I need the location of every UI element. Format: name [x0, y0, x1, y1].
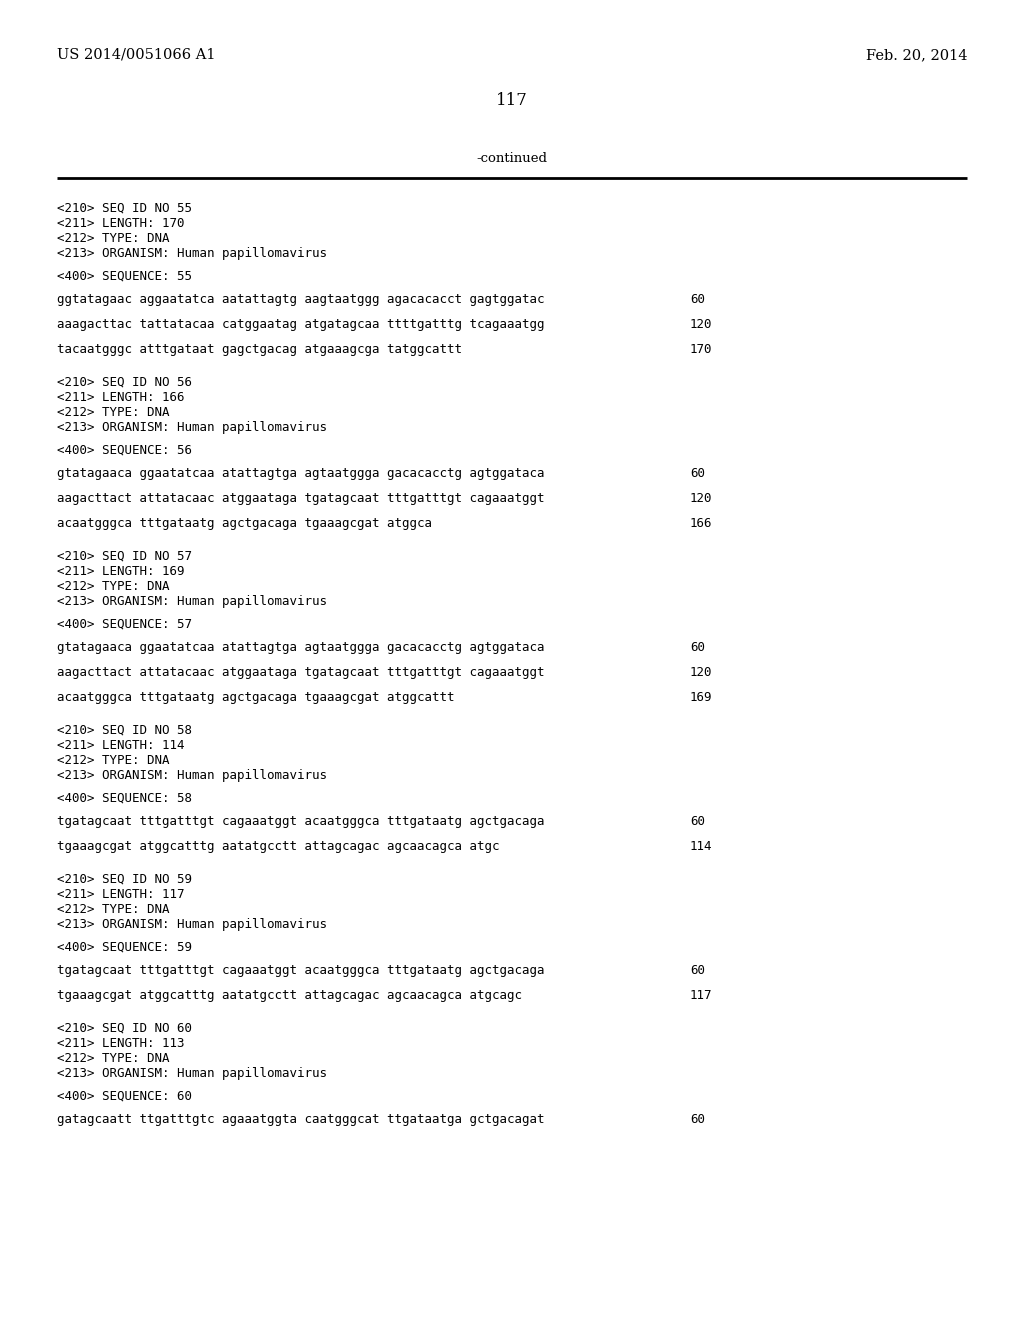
Text: US 2014/0051066 A1: US 2014/0051066 A1 — [57, 48, 215, 62]
Text: <212> TYPE: DNA: <212> TYPE: DNA — [57, 579, 170, 593]
Text: <400> SEQUENCE: 57: <400> SEQUENCE: 57 — [57, 618, 193, 631]
Text: <400> SEQUENCE: 59: <400> SEQUENCE: 59 — [57, 941, 193, 954]
Text: <212> TYPE: DNA: <212> TYPE: DNA — [57, 232, 170, 246]
Text: <211> LENGTH: 114: <211> LENGTH: 114 — [57, 739, 184, 752]
Text: <211> LENGTH: 170: <211> LENGTH: 170 — [57, 216, 184, 230]
Text: <400> SEQUENCE: 58: <400> SEQUENCE: 58 — [57, 792, 193, 805]
Text: <400> SEQUENCE: 55: <400> SEQUENCE: 55 — [57, 271, 193, 282]
Text: 170: 170 — [690, 343, 713, 356]
Text: 117: 117 — [690, 989, 713, 1002]
Text: <212> TYPE: DNA: <212> TYPE: DNA — [57, 903, 170, 916]
Text: 60: 60 — [690, 293, 705, 306]
Text: tgaaagcgat atggcatttg aatatgcctt attagcagac agcaacagca atgcagc: tgaaagcgat atggcatttg aatatgcctt attagca… — [57, 989, 522, 1002]
Text: <400> SEQUENCE: 56: <400> SEQUENCE: 56 — [57, 444, 193, 457]
Text: 169: 169 — [690, 690, 713, 704]
Text: <213> ORGANISM: Human papillomavirus: <213> ORGANISM: Human papillomavirus — [57, 247, 327, 260]
Text: gtatagaaca ggaatatcaa atattagtga agtaatggga gacacacctg agtggataca: gtatagaaca ggaatatcaa atattagtga agtaatg… — [57, 642, 545, 653]
Text: 60: 60 — [690, 642, 705, 653]
Text: acaatgggca tttgataatg agctgacaga tgaaagcgat atggca: acaatgggca tttgataatg agctgacaga tgaaagc… — [57, 517, 432, 531]
Text: tgaaagcgat atggcatttg aatatgcctt attagcagac agcaacagca atgc: tgaaagcgat atggcatttg aatatgcctt attagca… — [57, 840, 500, 853]
Text: ggtatagaac aggaatatca aatattagtg aagtaatggg agacacacct gagtggatac: ggtatagaac aggaatatca aatattagtg aagtaat… — [57, 293, 545, 306]
Text: 60: 60 — [690, 814, 705, 828]
Text: <210> SEQ ID NO 58: <210> SEQ ID NO 58 — [57, 723, 193, 737]
Text: <210> SEQ ID NO 57: <210> SEQ ID NO 57 — [57, 550, 193, 564]
Text: 60: 60 — [690, 1113, 705, 1126]
Text: 166: 166 — [690, 517, 713, 531]
Text: aaagacttac tattatacaa catggaatag atgatagcaa ttttgatttg tcagaaatgg: aaagacttac tattatacaa catggaatag atgatag… — [57, 318, 545, 331]
Text: Feb. 20, 2014: Feb. 20, 2014 — [865, 48, 967, 62]
Text: 120: 120 — [690, 667, 713, 678]
Text: -continued: -continued — [476, 152, 548, 165]
Text: tgatagcaat tttgatttgt cagaaatggt acaatgggca tttgataatg agctgacaga: tgatagcaat tttgatttgt cagaaatggt acaatgg… — [57, 814, 545, 828]
Text: tacaatgggc atttgataat gagctgacag atgaaagcga tatggcattt: tacaatgggc atttgataat gagctgacag atgaaag… — [57, 343, 462, 356]
Text: <213> ORGANISM: Human papillomavirus: <213> ORGANISM: Human papillomavirus — [57, 1067, 327, 1080]
Text: 60: 60 — [690, 467, 705, 480]
Text: <400> SEQUENCE: 60: <400> SEQUENCE: 60 — [57, 1090, 193, 1104]
Text: <213> ORGANISM: Human papillomavirus: <213> ORGANISM: Human papillomavirus — [57, 595, 327, 609]
Text: aagacttact attatacaac atggaataga tgatagcaat tttgatttgt cagaaatggt: aagacttact attatacaac atggaataga tgatagc… — [57, 667, 545, 678]
Text: <211> LENGTH: 117: <211> LENGTH: 117 — [57, 888, 184, 902]
Text: <210> SEQ ID NO 55: <210> SEQ ID NO 55 — [57, 202, 193, 215]
Text: <212> TYPE: DNA: <212> TYPE: DNA — [57, 754, 170, 767]
Text: <211> LENGTH: 169: <211> LENGTH: 169 — [57, 565, 184, 578]
Text: 60: 60 — [690, 964, 705, 977]
Text: <211> LENGTH: 113: <211> LENGTH: 113 — [57, 1038, 184, 1049]
Text: 117: 117 — [496, 92, 528, 110]
Text: <212> TYPE: DNA: <212> TYPE: DNA — [57, 407, 170, 418]
Text: 120: 120 — [690, 318, 713, 331]
Text: <213> ORGANISM: Human papillomavirus: <213> ORGANISM: Human papillomavirus — [57, 770, 327, 781]
Text: gatagcaatt ttgatttgtc agaaatggta caatgggcat ttgataatga gctgacagat: gatagcaatt ttgatttgtc agaaatggta caatggg… — [57, 1113, 545, 1126]
Text: aagacttact attatacaac atggaataga tgatagcaat tttgatttgt cagaaatggt: aagacttact attatacaac atggaataga tgatagc… — [57, 492, 545, 506]
Text: <210> SEQ ID NO 60: <210> SEQ ID NO 60 — [57, 1022, 193, 1035]
Text: <210> SEQ ID NO 56: <210> SEQ ID NO 56 — [57, 376, 193, 389]
Text: <212> TYPE: DNA: <212> TYPE: DNA — [57, 1052, 170, 1065]
Text: <213> ORGANISM: Human papillomavirus: <213> ORGANISM: Human papillomavirus — [57, 421, 327, 434]
Text: 114: 114 — [690, 840, 713, 853]
Text: acaatgggca tttgataatg agctgacaga tgaaagcgat atggcattt: acaatgggca tttgataatg agctgacaga tgaaagc… — [57, 690, 455, 704]
Text: gtatagaaca ggaatatcaa atattagtga agtaatggga gacacacctg agtggataca: gtatagaaca ggaatatcaa atattagtga agtaatg… — [57, 467, 545, 480]
Text: <210> SEQ ID NO 59: <210> SEQ ID NO 59 — [57, 873, 193, 886]
Text: 120: 120 — [690, 492, 713, 506]
Text: <211> LENGTH: 166: <211> LENGTH: 166 — [57, 391, 184, 404]
Text: <213> ORGANISM: Human papillomavirus: <213> ORGANISM: Human papillomavirus — [57, 917, 327, 931]
Text: tgatagcaat tttgatttgt cagaaatggt acaatgggca tttgataatg agctgacaga: tgatagcaat tttgatttgt cagaaatggt acaatgg… — [57, 964, 545, 977]
